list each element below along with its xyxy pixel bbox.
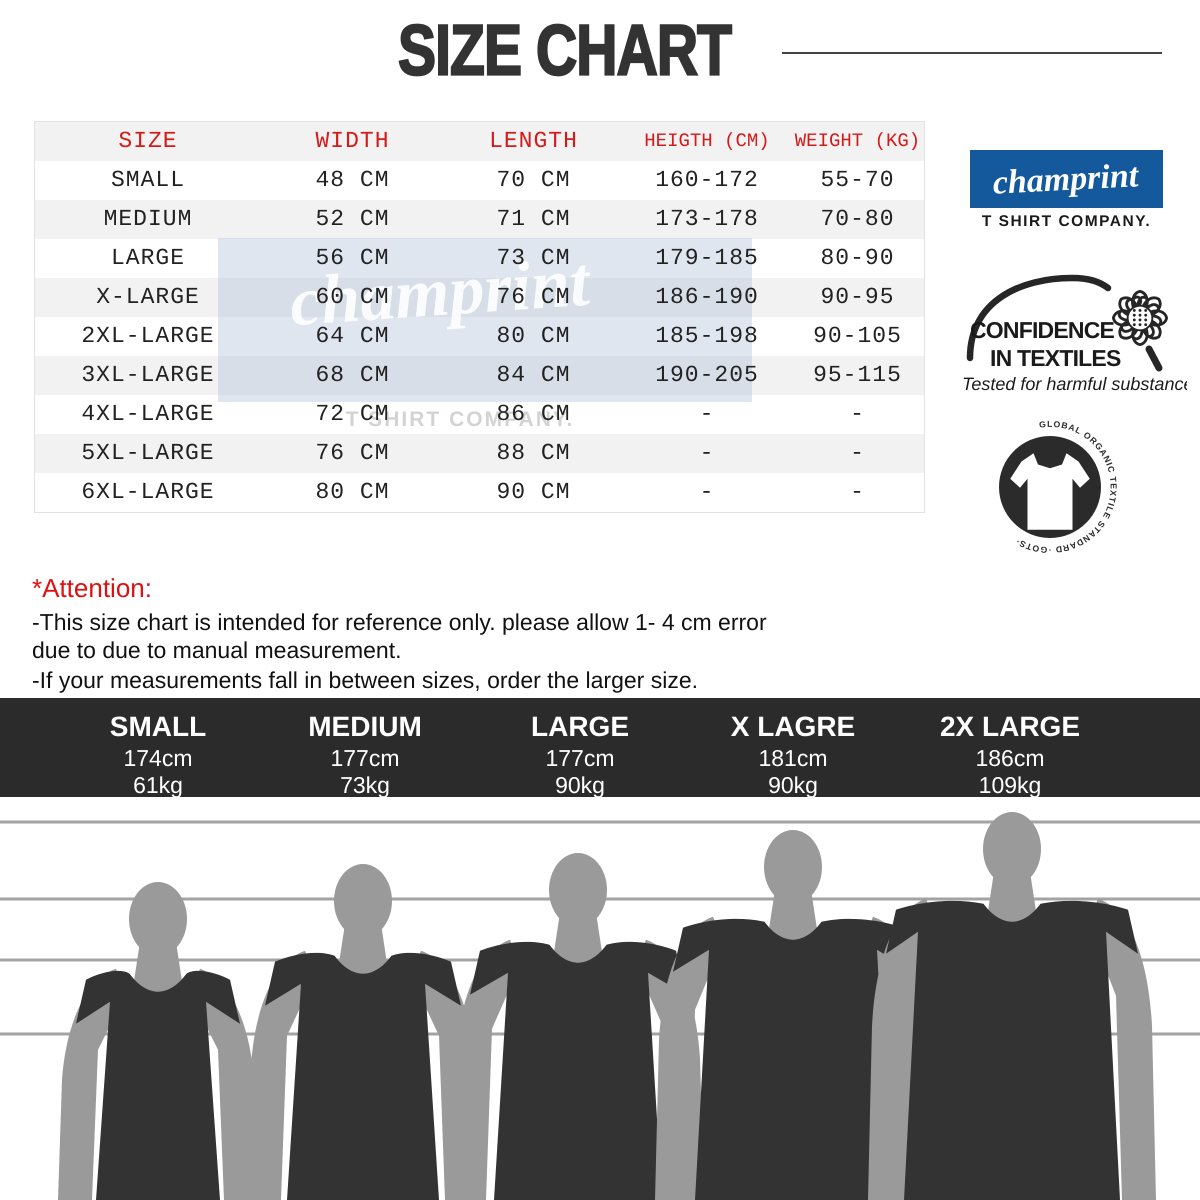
svg-text:Tested for harmful substances: Tested for harmful substances xyxy=(962,374,1187,394)
svg-text:CONFIDENCE: CONFIDENCE xyxy=(970,317,1115,343)
svg-text:champrint: champrint xyxy=(992,157,1141,202)
svg-text:IN TEXTILES: IN TEXTILES xyxy=(990,345,1121,371)
